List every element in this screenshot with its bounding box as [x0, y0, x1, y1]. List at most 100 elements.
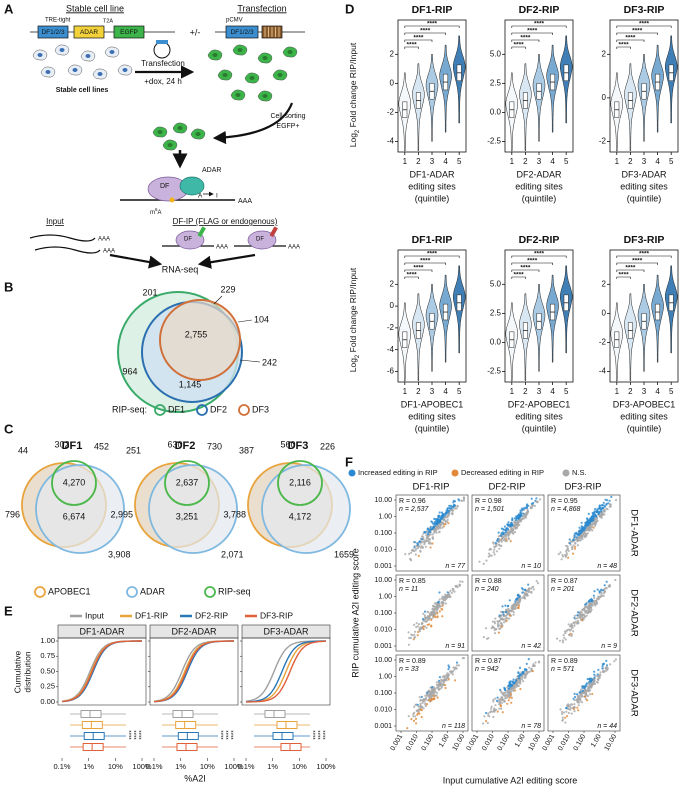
point: [495, 699, 499, 703]
point: [426, 535, 429, 538]
significance: ****: [527, 28, 538, 35]
box: [272, 732, 294, 740]
x-tick-label: 0.001: [542, 733, 557, 752]
y-tick-label: 0.100: [374, 530, 392, 537]
point: [576, 701, 579, 704]
point: [421, 701, 424, 705]
cdf-curve: [246, 640, 327, 703]
point: [585, 609, 588, 612]
y-tick-label: -6: [387, 367, 395, 376]
venn-count: 560: [280, 439, 295, 449]
point: [573, 624, 576, 628]
x-tick-label: 2: [628, 387, 633, 396]
point: [524, 589, 527, 592]
venn-title: DF1: [62, 440, 83, 452]
point: [507, 608, 510, 611]
venn-count: 242: [262, 357, 277, 367]
point: [506, 605, 509, 608]
leader: [237, 319, 253, 323]
point: [457, 664, 460, 667]
point: [435, 527, 438, 530]
point: [492, 715, 495, 719]
point: [513, 526, 516, 529]
n-up: n = 201: [551, 586, 575, 593]
box: [80, 710, 102, 718]
significance: ****: [420, 28, 431, 35]
point: [413, 623, 416, 627]
point: [510, 687, 513, 690]
point: [500, 622, 503, 625]
point: [426, 693, 429, 696]
sig-bracket: [404, 269, 433, 272]
point: [446, 509, 449, 512]
point: [413, 546, 416, 549]
point: [567, 556, 570, 559]
point: [453, 507, 457, 510]
point: [422, 617, 425, 621]
r-value: R = 0.87: [551, 578, 578, 585]
x-tick-label: 0.010: [557, 733, 572, 752]
point: [447, 678, 450, 681]
point: [560, 558, 563, 561]
box: [82, 743, 104, 751]
label: DF-IP (FLAG or endogenous): [173, 217, 278, 226]
legend-label: DF2-RIP: [195, 610, 228, 620]
point: [428, 695, 431, 698]
panel-title: DF2-RIP: [519, 234, 560, 246]
point: [579, 614, 582, 617]
point: [440, 678, 443, 681]
point: [588, 693, 592, 696]
point: [507, 699, 510, 702]
point: [420, 538, 424, 541]
n-up: n = 1,501: [475, 506, 504, 513]
point: [581, 618, 584, 622]
point: [517, 606, 520, 610]
point: [596, 673, 599, 676]
point: [452, 501, 455, 504]
point: [527, 658, 530, 661]
significance: ****: [222, 730, 228, 740]
venn-title: DF2: [175, 440, 196, 452]
point: [417, 710, 420, 713]
point: [502, 613, 505, 616]
point: [570, 634, 573, 638]
row-title: DF1-ADAR: [628, 509, 639, 557]
point: [502, 539, 506, 542]
point: [421, 705, 424, 708]
legend-swatch: [348, 469, 356, 477]
point: [409, 636, 412, 640]
r-value: R = 0.95: [551, 498, 578, 505]
point: [499, 534, 503, 537]
point: [420, 695, 423, 699]
cdf-curve: [153, 640, 234, 703]
panel-title: DF3-RIP: [624, 4, 665, 16]
point: [538, 661, 541, 664]
significance: ****: [135, 730, 141, 740]
point: [436, 696, 439, 699]
label: Input: [46, 217, 65, 226]
point: [421, 535, 424, 538]
plasmid-insert: [156, 40, 168, 44]
point: [518, 600, 521, 604]
nucleus: [97, 72, 103, 76]
y-tick-label: 2: [602, 279, 607, 288]
point: [530, 502, 534, 505]
point: [532, 663, 535, 666]
cdf-curve: [153, 640, 234, 702]
point: [601, 589, 604, 592]
point: [599, 512, 603, 515]
point: [426, 691, 429, 694]
n-up: n = 942: [475, 666, 499, 673]
point: [607, 502, 610, 505]
x-tick-label: 10%: [292, 762, 307, 771]
venn-count: 2,116: [289, 477, 311, 487]
point: [500, 610, 503, 614]
point: [578, 526, 581, 529]
y-axis-label: Log2 Fold change RIP/Input: [348, 267, 360, 372]
nucleus: [177, 126, 183, 130]
point: [422, 532, 425, 535]
venn-count: 4,270: [63, 477, 86, 487]
panel-title: DF1-RIP: [412, 234, 453, 246]
point: [580, 521, 583, 524]
point: [521, 515, 525, 518]
